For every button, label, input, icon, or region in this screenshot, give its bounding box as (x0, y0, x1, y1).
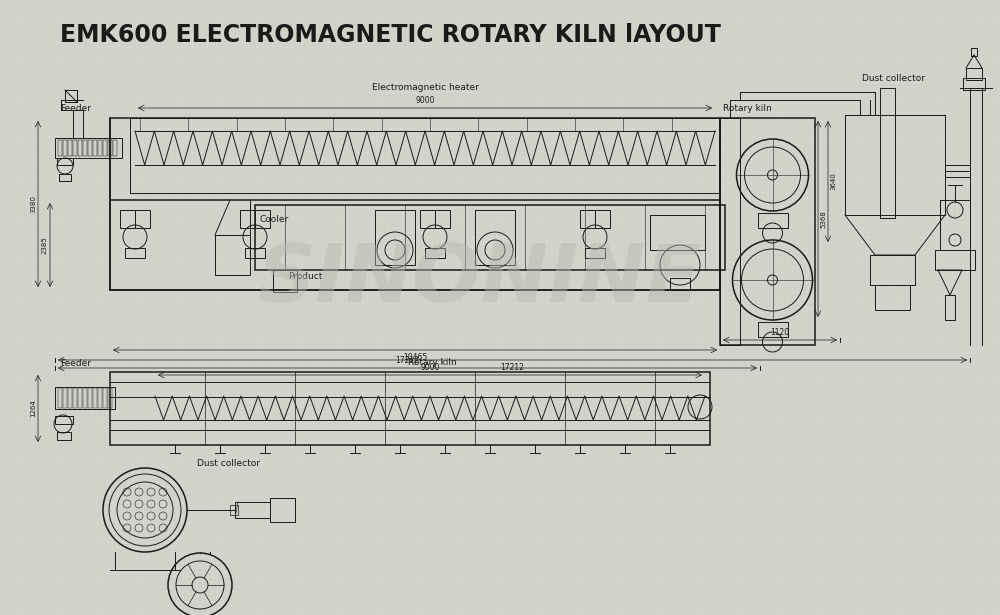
Bar (65, 90, 77, 102)
Bar (971, 48, 977, 56)
Text: 9000: 9000 (415, 96, 435, 105)
Bar (68, 388, 72, 408)
Text: Rotary kiln: Rotary kiln (408, 358, 457, 367)
Bar (57, 158, 73, 165)
Text: 9000: 9000 (420, 363, 440, 372)
Bar (670, 278, 690, 290)
Bar (255, 205, 725, 270)
Text: Cooler: Cooler (260, 215, 289, 224)
Text: 3380: 3380 (30, 195, 36, 213)
Bar (945, 295, 955, 320)
Bar (580, 210, 610, 228)
Text: Dust collector: Dust collector (862, 74, 925, 83)
Text: Product: Product (288, 272, 322, 281)
Bar (758, 213, 788, 228)
Bar (235, 502, 270, 518)
Bar (720, 118, 815, 345)
Bar (63, 140, 66, 156)
Bar (130, 118, 720, 193)
Bar (55, 138, 122, 158)
Text: 1264: 1264 (30, 400, 36, 418)
Bar (78, 388, 82, 408)
Bar (73, 140, 76, 156)
Bar (108, 388, 112, 408)
Bar (110, 372, 710, 445)
Bar (758, 322, 788, 337)
Bar (720, 118, 740, 345)
Bar (966, 68, 982, 80)
Bar (870, 255, 915, 285)
Bar (875, 285, 910, 310)
Bar (58, 388, 62, 408)
Bar (940, 200, 970, 250)
Bar (270, 498, 295, 522)
Bar (83, 140, 87, 156)
Bar (73, 388, 76, 408)
Text: Electromagnetic heater: Electromagnetic heater (372, 83, 478, 92)
Bar (273, 270, 297, 292)
Bar (125, 248, 145, 258)
Bar (88, 140, 92, 156)
Bar (845, 115, 945, 215)
Bar (78, 140, 82, 156)
Bar (63, 388, 66, 408)
Bar (88, 388, 92, 408)
Bar (110, 118, 720, 290)
Bar (58, 140, 62, 156)
Bar (98, 140, 102, 156)
Text: 17212: 17212 (501, 363, 524, 372)
Bar (55, 416, 73, 424)
Bar (120, 210, 150, 228)
Text: Dust collector: Dust collector (197, 459, 260, 468)
Bar (963, 78, 985, 90)
Bar (375, 210, 415, 265)
Text: 3640: 3640 (830, 173, 836, 191)
Bar (57, 432, 71, 440)
Text: EMK600 ELECTROMAGNETIC ROTARY KILN lAYOUT: EMK600 ELECTROMAGNETIC ROTARY KILN lAYOU… (60, 23, 721, 47)
Text: SINONINE: SINONINE (258, 241, 702, 319)
Bar (945, 165, 970, 177)
Text: 2385: 2385 (42, 236, 48, 254)
Bar (475, 210, 515, 265)
Bar (113, 140, 116, 156)
Bar (650, 215, 705, 250)
Bar (103, 388, 106, 408)
Text: Feeder: Feeder (60, 359, 91, 368)
Text: Feeder: Feeder (60, 104, 91, 113)
Bar (230, 505, 238, 515)
Bar (68, 140, 72, 156)
Bar (83, 388, 87, 408)
Bar (93, 140, 96, 156)
Text: 17212: 17212 (396, 356, 419, 365)
Text: Rotary kiln: Rotary kiln (723, 104, 772, 113)
Bar (108, 140, 112, 156)
Bar (240, 210, 270, 228)
Bar (55, 387, 115, 409)
Bar (103, 140, 106, 156)
Text: 5368: 5368 (820, 210, 826, 228)
Bar (98, 388, 102, 408)
Bar (59, 174, 71, 181)
Text: 1120: 1120 (770, 328, 790, 337)
Bar (880, 88, 895, 218)
Bar (93, 388, 96, 408)
Bar (420, 210, 450, 228)
Bar (245, 248, 265, 258)
Bar (425, 248, 445, 258)
Bar (585, 248, 605, 258)
Text: 10465: 10465 (403, 353, 427, 362)
Bar (935, 250, 975, 270)
Bar (215, 235, 250, 275)
